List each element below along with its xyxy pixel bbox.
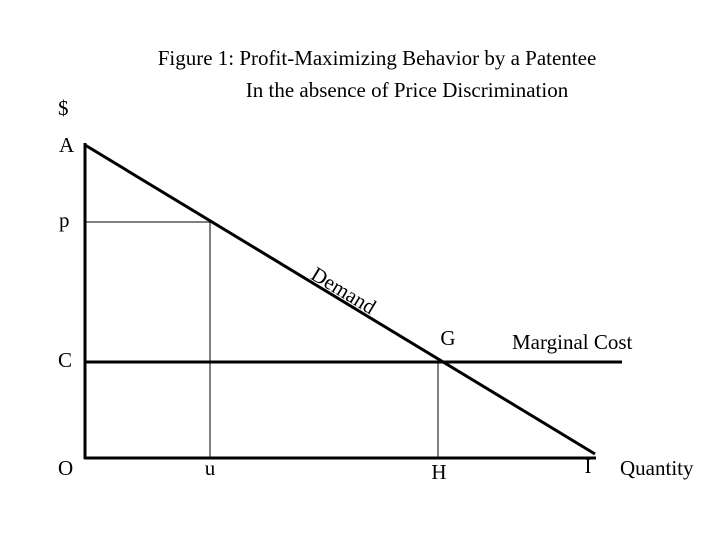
title-line: Figure 1: Profit-Maximizing Behavior by … (158, 46, 597, 70)
point-label: O (58, 456, 73, 480)
curve-label: Marginal Cost (512, 330, 633, 354)
point-label: u (205, 456, 216, 480)
point-label: p (59, 208, 70, 232)
point-label: H (431, 460, 446, 484)
title-line: In the absence of Price Discrimination (246, 78, 569, 102)
axis-label: $ (58, 96, 69, 120)
demand-line (84, 143, 596, 456)
point-label: C (58, 348, 72, 372)
point-label: G (440, 326, 455, 350)
point-label: I (585, 454, 592, 478)
curve-label: Demand (307, 262, 381, 319)
point-label: A (59, 133, 75, 157)
axis-label: Quantity (620, 456, 694, 480)
